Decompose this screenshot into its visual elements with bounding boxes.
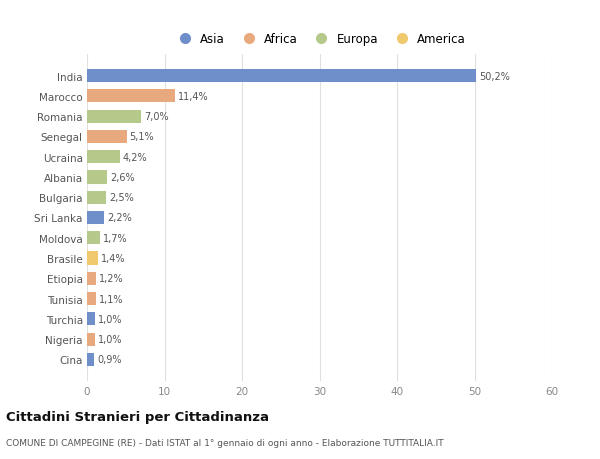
Legend: Asia, Africa, Europa, America: Asia, Africa, Europa, America bbox=[169, 28, 470, 51]
Text: 0,9%: 0,9% bbox=[97, 355, 122, 364]
Text: 1,2%: 1,2% bbox=[100, 274, 124, 284]
Bar bbox=[87, 353, 94, 366]
Bar bbox=[87, 252, 98, 265]
Bar bbox=[87, 151, 119, 164]
Text: 1,7%: 1,7% bbox=[103, 233, 128, 243]
Bar bbox=[87, 110, 141, 123]
Text: 1,0%: 1,0% bbox=[98, 334, 122, 344]
Text: 50,2%: 50,2% bbox=[479, 72, 510, 81]
Text: 5,1%: 5,1% bbox=[130, 132, 154, 142]
Bar bbox=[87, 90, 175, 103]
Bar bbox=[87, 333, 95, 346]
Bar bbox=[87, 292, 95, 306]
Text: 2,2%: 2,2% bbox=[107, 213, 132, 223]
Bar bbox=[87, 232, 100, 245]
Text: 4,2%: 4,2% bbox=[122, 152, 147, 162]
Bar bbox=[87, 191, 106, 204]
Bar bbox=[87, 212, 104, 224]
Text: 2,5%: 2,5% bbox=[109, 193, 134, 203]
Bar bbox=[87, 130, 127, 144]
Text: COMUNE DI CAMPEGINE (RE) - Dati ISTAT al 1° gennaio di ogni anno - Elaborazione : COMUNE DI CAMPEGINE (RE) - Dati ISTAT al… bbox=[6, 438, 443, 447]
Text: 2,6%: 2,6% bbox=[110, 173, 135, 183]
Bar bbox=[87, 171, 107, 184]
Text: 11,4%: 11,4% bbox=[178, 92, 209, 102]
Text: 7,0%: 7,0% bbox=[145, 112, 169, 122]
Bar bbox=[87, 70, 476, 83]
Text: 1,1%: 1,1% bbox=[98, 294, 123, 304]
Bar bbox=[87, 313, 95, 326]
Text: Cittadini Stranieri per Cittadinanza: Cittadini Stranieri per Cittadinanza bbox=[6, 410, 269, 423]
Bar bbox=[87, 272, 96, 285]
Text: 1,0%: 1,0% bbox=[98, 314, 122, 324]
Text: 1,4%: 1,4% bbox=[101, 253, 125, 263]
